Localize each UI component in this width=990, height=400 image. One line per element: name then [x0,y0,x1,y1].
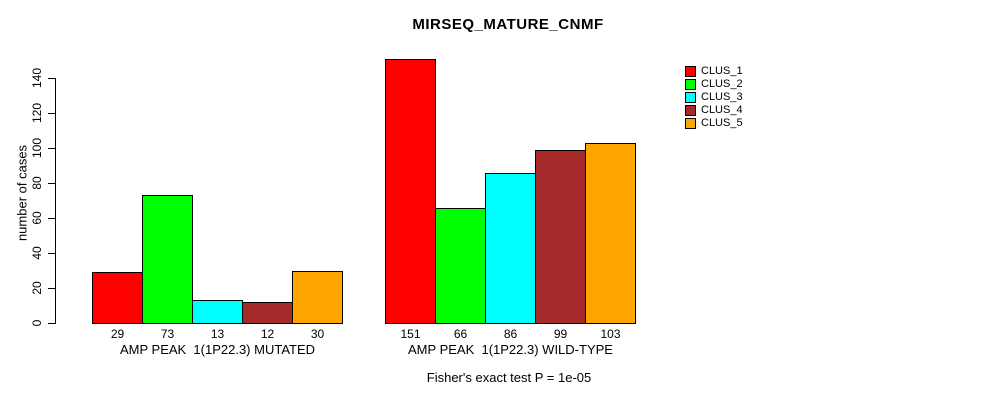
y-tick [48,218,55,219]
bar [435,207,486,324]
bar-value-label: 99 [553,327,568,341]
y-tick [48,253,55,254]
bar [385,58,436,324]
legend-label: CLUS_2 [701,78,743,90]
legend-label: CLUS_1 [701,65,743,77]
x-group-label: AMP PEAK 1(1P22.3) WILD-TYPE [408,342,613,357]
y-tick-label: 40 [30,246,44,260]
bar-value-label: 151 [400,327,421,341]
bar-value-label: 12 [260,327,275,341]
y-tick-label: 80 [30,176,44,190]
bar-value-label: 29 [110,327,125,341]
bar [585,142,636,324]
bar [242,302,293,324]
y-tick-label: 0 [30,319,44,327]
bar-value-label: 13 [210,327,225,341]
bar-value-label: 103 [600,327,621,341]
bar [192,300,243,324]
y-tick [48,78,55,79]
y-tick [48,148,55,149]
chart-title: MIRSEQ_MATURE_CNMF [412,16,604,33]
y-tick [48,183,55,184]
bar [535,149,586,324]
annotation-text: Fisher's exact test P = 1e-05 [426,370,592,385]
legend-swatch [685,105,696,116]
y-tick-label: 20 [30,281,44,295]
x-group-label: AMP PEAK 1(1P22.3) MUTATED [119,342,316,357]
legend-label: CLUS_3 [701,91,743,103]
y-axis-line [55,78,56,324]
y-tick [48,113,55,114]
legend-swatch [685,66,696,77]
legend-swatch [685,92,696,103]
bar [485,172,536,324]
y-axis-label: number of cases [14,144,30,242]
legend-label: CLUS_5 [701,117,743,129]
bar-value-label: 86 [503,327,518,341]
legend-swatch [685,118,696,129]
bar [142,195,193,324]
y-tick [48,288,55,289]
bar [92,272,143,324]
bar-value-label: 73 [160,327,175,341]
y-tick-label: 100 [30,137,44,159]
y-tick-label: 140 [30,67,44,89]
bar-value-label: 30 [310,327,325,341]
y-tick [48,323,55,324]
bar-value-label: 66 [453,327,468,341]
legend-label: CLUS_4 [701,104,743,116]
y-tick-label: 120 [30,102,44,124]
y-tick-label: 60 [30,211,44,225]
bar [292,270,343,324]
legend-swatch [685,79,696,90]
